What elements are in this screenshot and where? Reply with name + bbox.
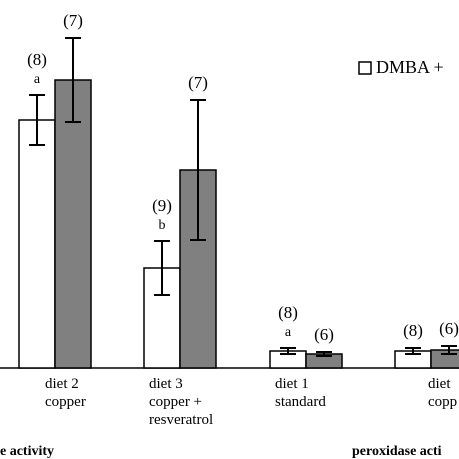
legend-swatch [358,61,372,75]
n-label: (8) [278,303,298,322]
letter-label: a [285,325,292,340]
legend-label: DMBA + [376,57,444,77]
x-tick-label: diet 2 [45,376,79,392]
x-tick-label: standard [275,394,326,410]
bar [54,79,92,369]
x-tick-label: copp [428,394,457,410]
group-label: peroxidase acti [352,444,442,459]
n-label: (8) [403,321,423,340]
x-tick-label: resveratrol [149,412,213,428]
n-label: (7) [63,11,83,30]
n-label: (8) [27,50,47,69]
letter-label: a [34,72,41,87]
n-label: (9) [152,196,172,215]
n-label: (6) [314,325,334,344]
x-tick-label: diet 3 [149,376,183,392]
x-tick-label: copper [45,394,86,410]
n-label: (7) [188,73,208,92]
n-label: (6) [439,319,459,338]
x-tick-label: copper + [149,394,202,410]
bar [18,119,56,369]
bar [430,349,459,369]
x-tick-label: diet 1 [275,376,309,392]
letter-label: b [159,218,166,233]
group-label: e activity [0,444,54,459]
x-tick-label: diet [428,376,451,392]
